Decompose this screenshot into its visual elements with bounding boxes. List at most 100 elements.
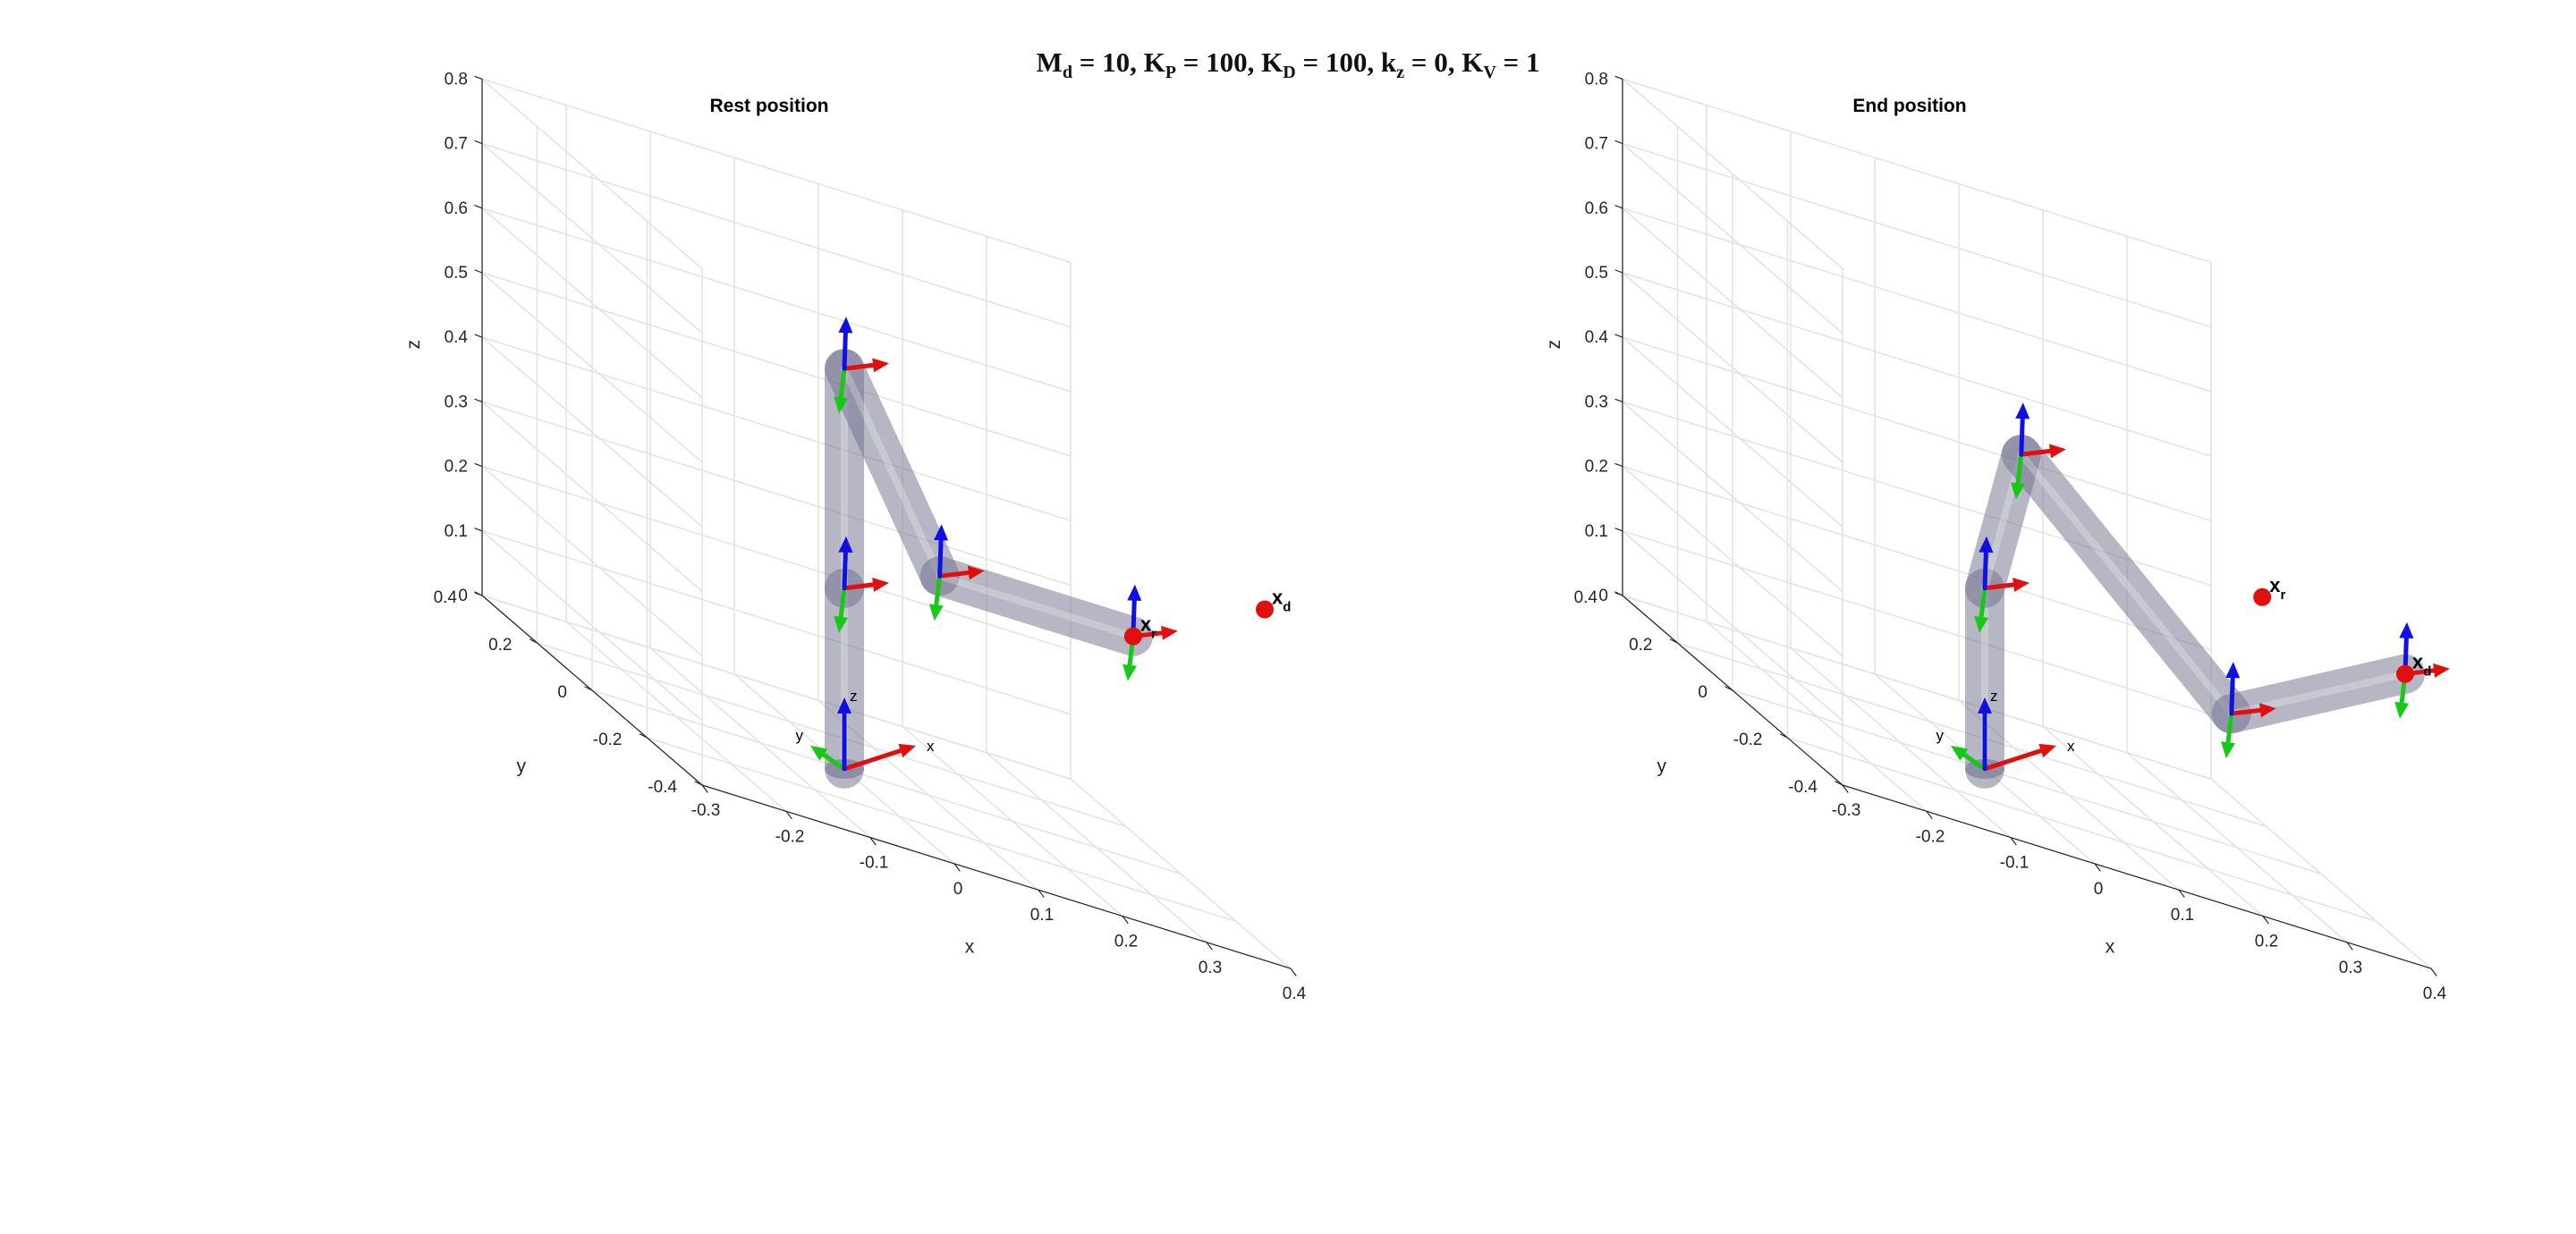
joint-x-axis-arrow-head [2012, 577, 2029, 592]
z-tick-label: 0.2 [445, 458, 468, 477]
x-tick-mark [785, 810, 792, 819]
base-y-axis-arrow-shaft [821, 752, 847, 772]
base-z-label: z [850, 688, 858, 705]
marker-label-xd: xd [1272, 587, 1291, 615]
z-tick-mark [1614, 140, 1623, 145]
x-tick-label: 0.2 [1114, 933, 1138, 951]
z-tick-label: 0.6 [1585, 199, 1608, 218]
z-tick-mark [474, 334, 483, 338]
z-tick-mark [1614, 334, 1623, 338]
x-tick-mark [1206, 942, 1213, 951]
x-axis-line [1842, 784, 2432, 969]
base-x-label: x [927, 738, 935, 755]
z-tick-label: 0.7 [445, 135, 468, 154]
z-tick-label: 0.3 [445, 393, 468, 411]
axes-panel-2: -0.3 -0.2 -0.1 0 0.1 0.2 0.3 0.4 -0.4 -0.2 0 0.2 0.4… [1544, 70, 2450, 1003]
z-tick-label: 0.4 [445, 328, 469, 347]
grid-line [481, 530, 703, 722]
panel-title: End position [1852, 96, 1966, 116]
z-tick-label: 0.8 [445, 70, 468, 89]
grid-line [1732, 689, 2322, 875]
joint-y-axis-arrow-shaft [934, 573, 943, 607]
robot-link-highlight [2017, 451, 2235, 718]
grid-line [481, 142, 703, 334]
z-tick-mark [1614, 528, 1623, 532]
grid-line [481, 336, 703, 528]
joint-z-axis-arrow-head [934, 524, 949, 541]
x-tick-label: -0.3 [691, 801, 721, 820]
joint-z-axis-arrow-head [1979, 536, 1994, 554]
x-tick-mark [2094, 863, 2101, 872]
z-tick-label: 0.1 [1585, 522, 1608, 541]
grid-line [481, 272, 703, 463]
y-axis-label: y [1657, 756, 1667, 777]
z-tick-mark [1614, 592, 1623, 596]
marker-label-subscript: r [2280, 587, 2285, 603]
z-tick-mark [474, 140, 483, 145]
joint-z-axis-arrow-head [2015, 402, 2030, 419]
marker-label-name: x [2269, 574, 2281, 596]
joint-z-axis-arrow-shaft [842, 330, 848, 371]
joint-y-axis-arrow-head [2011, 482, 2025, 500]
x-tick-label: -0.2 [1916, 827, 1945, 846]
base-y-label: y [1936, 727, 1945, 744]
joint-y-axis-arrow-head [928, 604, 944, 621]
grid-line [481, 207, 703, 399]
base-z-axis-arrow-head [1978, 697, 1992, 714]
marker-label-xd: xd [2412, 651, 2431, 680]
grid-line [1622, 272, 1843, 463]
joint-x-axis-arrow-head [2433, 663, 2450, 678]
grid-line [481, 336, 1072, 522]
joint-x-axis-arrow-head [967, 565, 985, 580]
marker-label-subscript: d [1283, 600, 1291, 615]
marker-point-xr [1123, 627, 1142, 646]
y-tick-mark [1724, 686, 1733, 691]
x-tick-mark [2430, 968, 2437, 976]
base-x-axis-arrow-head [898, 743, 916, 758]
base-y-axis-arrow-head [1951, 745, 1969, 761]
panel-title: Rest position [709, 96, 828, 116]
y-tick-mark [1669, 638, 1679, 644]
joint-z-axis-arrow-shaft [1982, 550, 1988, 591]
grid-line [481, 78, 1072, 264]
x-tick-label: 0.3 [2339, 959, 2362, 977]
marker-label-subscript: d [2423, 664, 2431, 680]
x-tick-mark [1926, 810, 1933, 819]
grid-line [481, 401, 1072, 587]
z-tick-label: 0.1 [445, 522, 468, 541]
marker-label-name: x [1272, 587, 1284, 609]
z-tick-mark [474, 528, 483, 532]
y-tick-label: 0.4 [1574, 588, 1598, 607]
z-tick-mark [474, 205, 483, 209]
x-tick-label: 0.1 [2171, 906, 2194, 925]
z-tick-mark [474, 398, 483, 402]
x-tick-mark [869, 836, 877, 846]
joint-x-axis-arrow-shaft [842, 582, 876, 591]
y-tick-mark [639, 733, 648, 739]
grid-line [1786, 737, 2377, 922]
z-tick-label: 0.5 [1585, 264, 1608, 283]
robot-link-highlight [936, 572, 1137, 640]
x-axis-line [701, 784, 1292, 969]
grid-line [481, 78, 703, 270]
x-tick-label: -0.2 [775, 827, 805, 846]
joint-y-axis-arrow-shaft [2015, 452, 2024, 486]
joint-x-axis-arrow-head [2259, 703, 2276, 718]
x-tick-mark [2010, 836, 2017, 846]
joint-y-axis-arrow-head [2394, 701, 2410, 719]
y-tick-mark [1835, 781, 1843, 786]
joint-y-axis-arrow-shaft [838, 586, 847, 620]
base-y-label: y [796, 727, 804, 744]
x-axis-label: x [965, 937, 975, 958]
marker-label-name: x [2412, 651, 2424, 673]
axes-panel-1: -0.3 -0.2 -0.1 0 0.1 0.2 0.3 0.4 -0.4 -0.2 0 0.2 0.4… [403, 70, 1307, 1003]
grid-line [1622, 272, 2212, 457]
y-tick-mark [529, 638, 538, 644]
y-tick-mark [584, 686, 593, 691]
grid-line [591, 689, 1182, 875]
joint-x-axis-arrow-head [872, 577, 889, 592]
z-tick-mark [1614, 269, 1623, 274]
base-x-axis-arrow-head [2038, 743, 2056, 758]
y-axis-label: y [517, 756, 527, 777]
